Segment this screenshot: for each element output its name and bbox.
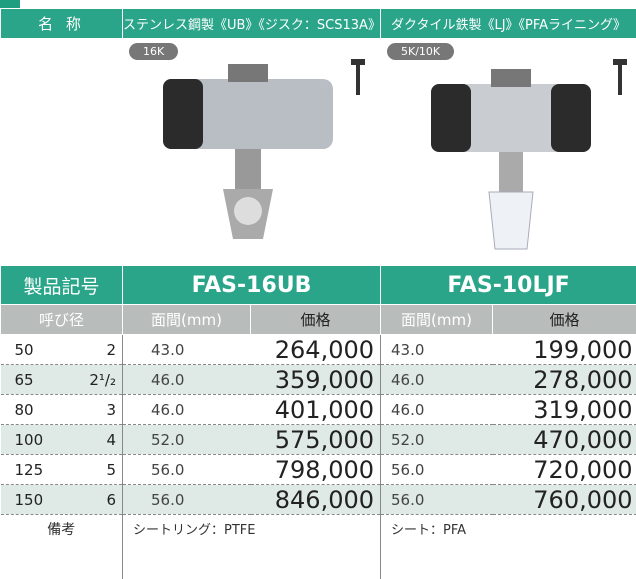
title-strip xyxy=(0,0,636,8)
cell: シート：PFA xyxy=(381,515,636,579)
image-row: 外 観 16K 5K/10K xyxy=(1,39,636,266)
header-row: 名 称 ステンレス鋼製《UB》《ジスク：SCS13A》 ダクタイル鉄製《LJ》《… xyxy=(1,9,636,39)
size-inch: 4 xyxy=(106,431,116,449)
cell: 43.0 xyxy=(123,335,251,365)
size-mm: 125 xyxy=(15,461,44,479)
size-inch: 5 xyxy=(106,461,116,479)
cell: FAS-16UB xyxy=(123,266,381,305)
cell: 56.0 xyxy=(123,455,251,485)
cell: 外 観 xyxy=(1,39,123,266)
cell: 52.0 xyxy=(381,425,493,455)
cell: 470,000 xyxy=(493,425,636,455)
size-inch: 3 xyxy=(106,401,116,419)
title-marker xyxy=(0,0,20,8)
size-mm: 150 xyxy=(15,491,44,509)
cell: 43.0 xyxy=(381,335,493,365)
cell: 720,000 xyxy=(493,455,636,485)
cell: 798,000 xyxy=(251,455,381,485)
cell: 56.0 xyxy=(123,485,251,515)
cell: ステンレス鋼製《UB》《ジスク：SCS13A》 xyxy=(123,9,381,39)
cell: 80 3 xyxy=(1,395,123,425)
cell: 製品記号 xyxy=(1,266,123,305)
cell: 401,000 xyxy=(251,395,381,425)
code-row: 製品記号 FAS-16UB FAS-10LJF xyxy=(1,266,636,305)
notes-row: 備考 シートリング：PTFE シート：PFA xyxy=(1,515,636,579)
cell: 125 5 xyxy=(1,455,123,485)
size-inch: 2¹/₂ xyxy=(89,371,116,389)
cell: 264,000 xyxy=(251,335,381,365)
cell: 199,000 xyxy=(493,335,636,365)
cell: 760,000 xyxy=(493,485,636,515)
cell: 価格 xyxy=(251,305,381,335)
cell: 面間(mm) xyxy=(381,305,493,335)
cell: 56.0 xyxy=(381,485,493,515)
cell: 46.0 xyxy=(123,365,251,395)
badge: 16K xyxy=(129,43,178,60)
cell: FAS-10LJF xyxy=(381,266,636,305)
cell: 呼び径 xyxy=(1,305,123,335)
product-image xyxy=(381,39,636,261)
image-cell: 5K/10K xyxy=(381,39,636,266)
cell: 備考 xyxy=(1,515,123,579)
spec-table: 名 称 ステンレス鋼製《UB》《ジスク：SCS13A》 ダクタイル鉄製《LJ》《… xyxy=(0,8,636,579)
cell: 46.0 xyxy=(381,395,493,425)
cell: シートリング：PTFE xyxy=(123,515,381,579)
size-inch: 6 xyxy=(106,491,116,509)
cell: 846,000 xyxy=(251,485,381,515)
subheader-row: 呼び径 面間(mm) 価格 面間(mm) 価格 xyxy=(1,305,636,335)
cell: 価格 xyxy=(493,305,636,335)
cell: 65 2¹/₂ xyxy=(1,365,123,395)
image-cell: 16K xyxy=(123,39,381,266)
cell: 278,000 xyxy=(493,365,636,395)
cell: 46.0 xyxy=(123,395,251,425)
cell: 面間(mm) xyxy=(123,305,251,335)
cell: 名 称 xyxy=(1,9,123,39)
cell: ダクタイル鉄製《LJ》《PFAライニング》 xyxy=(381,9,636,39)
size-inch: 2 xyxy=(106,341,116,359)
cell: 575,000 xyxy=(251,425,381,455)
badge: 5K/10K xyxy=(387,43,454,60)
size-mm: 80 xyxy=(15,401,34,419)
size-mm: 65 xyxy=(15,371,34,389)
cell: 52.0 xyxy=(123,425,251,455)
cell: 56.0 xyxy=(381,455,493,485)
cell: 50 2 xyxy=(1,335,123,365)
size-mm: 50 xyxy=(15,341,34,359)
cell: 100 4 xyxy=(1,425,123,455)
cell: 359,000 xyxy=(251,365,381,395)
cell: 46.0 xyxy=(381,365,493,395)
product-image xyxy=(123,39,379,261)
cell: 319,000 xyxy=(493,395,636,425)
size-mm: 100 xyxy=(15,431,44,449)
